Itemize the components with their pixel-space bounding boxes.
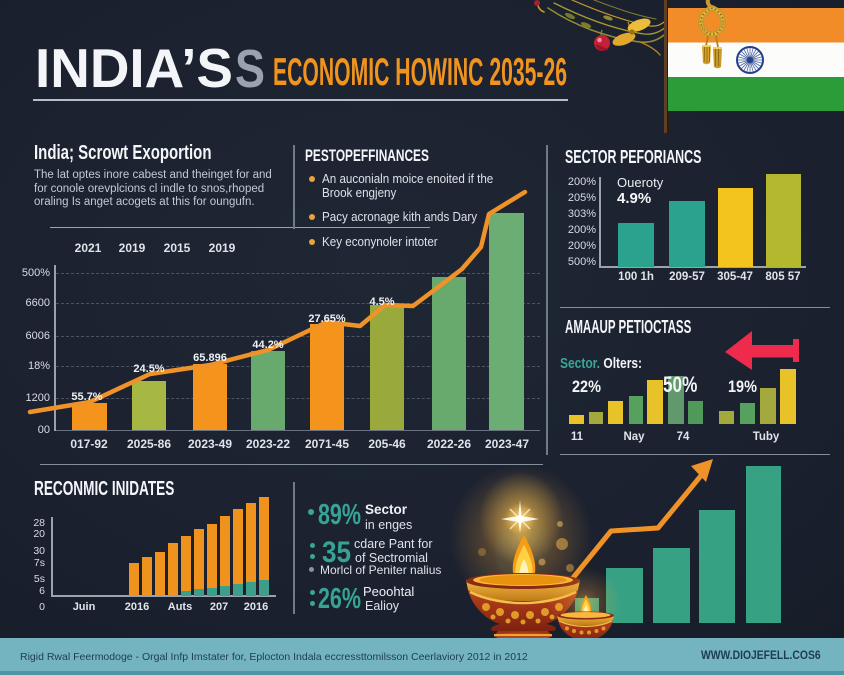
svg-text:INDIA’S: INDIA’S [35, 37, 233, 99]
svg-text:ECONOMIC HOWINC 2035-26: ECONOMIC HOWINC 2035-26 [273, 51, 567, 94]
svg-text:S: S [235, 39, 265, 99]
